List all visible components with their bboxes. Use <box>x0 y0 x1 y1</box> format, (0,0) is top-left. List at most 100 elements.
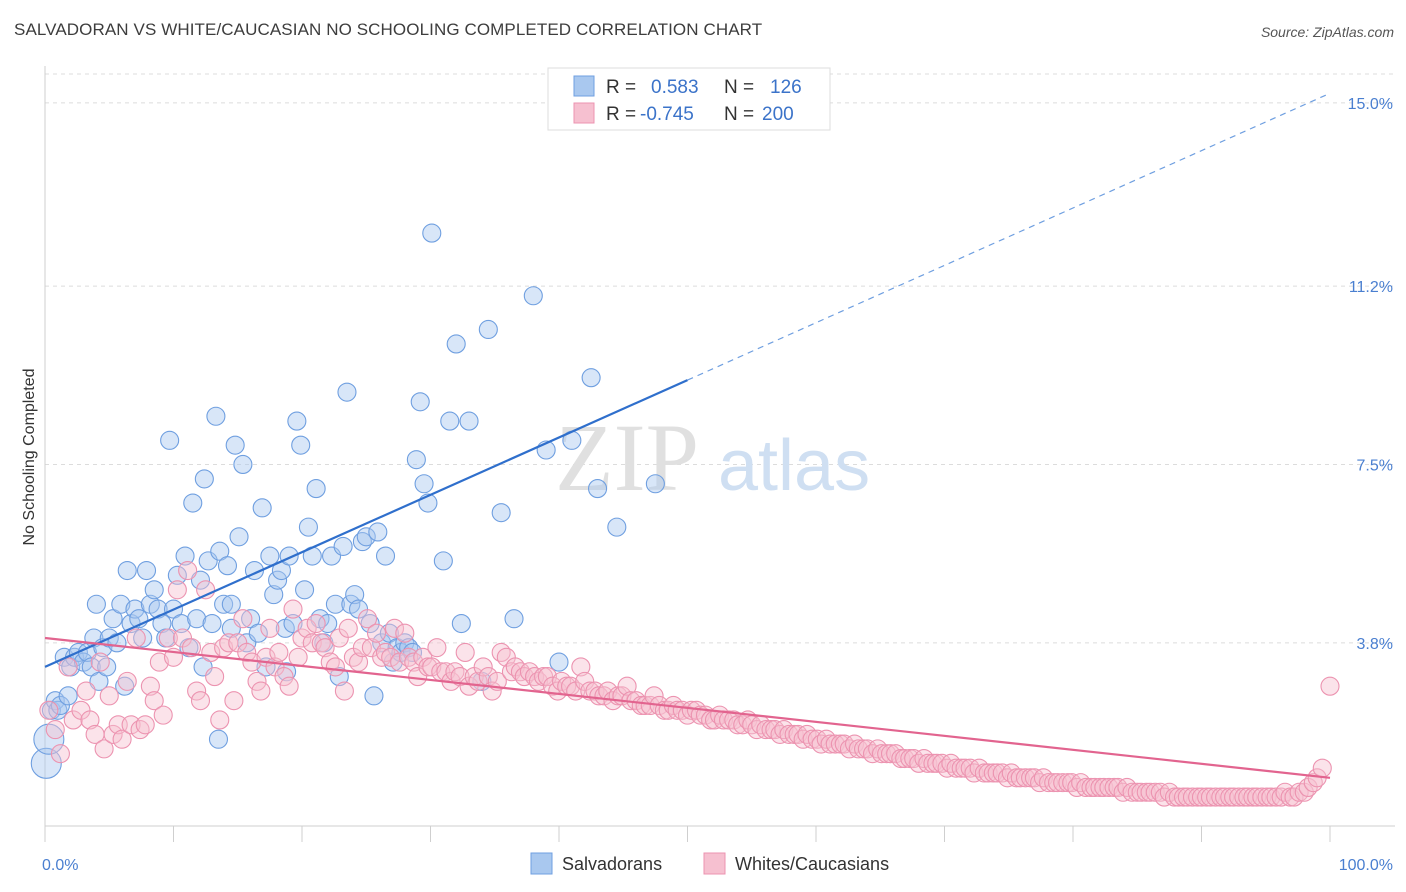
salvadoran-point-105 <box>440 411 460 431</box>
legend-box: R = 0.583 N = 126 R = -0.745 N = 200 <box>547 67 831 131</box>
salvadoran-point-37 <box>167 565 187 585</box>
salvadoran-point-83 <box>345 585 365 605</box>
watermark-zip: ZIP <box>555 404 699 511</box>
legend-r-value-1: 0.583 <box>651 77 699 98</box>
salvadoran-point-88 <box>364 686 384 706</box>
legend-n-value-2: 200 <box>762 104 794 125</box>
white-point-44 <box>251 681 271 701</box>
salvadoran-point-107 <box>451 613 471 634</box>
salvadoran-point-38 <box>171 613 191 634</box>
white-point-58 <box>315 638 335 658</box>
salvadoran-point-41 <box>183 493 203 513</box>
white-point-19 <box>135 715 155 735</box>
white-point-22 <box>149 652 169 672</box>
salvadoran-point-110 <box>478 319 498 340</box>
salvadoran-point-103 <box>422 223 442 243</box>
white-point-38 <box>224 691 244 711</box>
salvadoran-trend-line <box>44 379 688 668</box>
white-point-113 <box>571 657 591 677</box>
white-point-49 <box>274 667 294 687</box>
white-point-50 <box>279 676 299 696</box>
x-tick-label-0: 0.0% <box>42 857 78 874</box>
salvadoran-point-15 <box>86 594 106 614</box>
salvadoran-point-86 <box>356 527 376 547</box>
salvadoran-point-1 <box>33 723 65 755</box>
salvadoran-point-44 <box>194 469 214 489</box>
bottom-legend-label-salvadorans: Salvadorans <box>562 854 662 874</box>
salvadoran-point-104 <box>433 551 453 571</box>
salvadoran-point-47 <box>206 406 226 426</box>
salvadoran-point-89 <box>368 522 388 542</box>
legend-n-label-2: N = <box>724 104 754 125</box>
white-point-17 <box>126 628 146 648</box>
salvadoran-point-54 <box>233 454 253 475</box>
salvadoran-point-120 <box>645 474 665 494</box>
white-point-3 <box>58 657 78 677</box>
salvadoran-point-49 <box>214 594 234 614</box>
y-tick-label-3: 15.0% <box>1348 96 1393 113</box>
salvadoran-point-68 <box>287 411 307 431</box>
white-point-23 <box>153 705 173 725</box>
salvadoran-point-108 <box>459 411 479 431</box>
salvadoran-point-101 <box>414 474 434 494</box>
white-point-16 <box>121 715 141 735</box>
salvadoran-point-100 <box>410 392 430 412</box>
white-point-262 <box>1261 787 1281 807</box>
series-whites-caucasians <box>39 560 1340 807</box>
white-point-73 <box>384 618 405 638</box>
white-point-82 <box>427 638 447 658</box>
legend-swatch-salvadorans <box>573 75 595 97</box>
salvadoran-point-42 <box>187 609 207 629</box>
salvadoran-point-58 <box>248 623 268 643</box>
white-point-10 <box>94 739 114 759</box>
salvadoran-point-115 <box>549 652 569 672</box>
white-point-68 <box>361 638 381 658</box>
white-point-24 <box>158 628 178 648</box>
salvadoran-point-50 <box>217 556 238 576</box>
salvadoran-point-91 <box>375 546 396 566</box>
white-point-190 <box>927 753 947 773</box>
white-point-7 <box>80 710 100 730</box>
salvadoran-point-79 <box>329 667 349 687</box>
white-point-88 <box>455 642 475 663</box>
white-point-67 <box>357 609 378 629</box>
source-credit: Source: ZipAtlas.com <box>1260 24 1394 40</box>
legend-n-value-1: 126 <box>770 77 802 98</box>
legend-r-value-2: -0.745 <box>640 104 694 125</box>
bottom-legend-label-whites: Whites/Caucasians <box>735 854 889 874</box>
white-point-28 <box>178 560 198 581</box>
white-point-114 <box>575 671 595 691</box>
salvadoran-point-59 <box>252 498 272 518</box>
series-salvadorans <box>30 223 665 779</box>
salvadoran-point-70 <box>295 580 315 600</box>
white-point-46 <box>260 618 280 638</box>
salvadoran-point-5 <box>50 695 70 716</box>
salvadoran-point-7 <box>58 686 78 706</box>
tick-labels: 3.8% 7.5% 11.2% 15.0% 0.0% 100.0% <box>42 96 1393 874</box>
white-point-15 <box>117 671 137 691</box>
trend-lines <box>44 92 1331 779</box>
white-point-26 <box>167 580 187 600</box>
salvadoran-point-62 <box>264 585 284 605</box>
salvadoran-point-78 <box>325 594 345 614</box>
white-point-48 <box>269 642 289 663</box>
white-point-62 <box>334 681 354 701</box>
white-point-12 <box>103 724 123 744</box>
white-point-1 <box>45 720 65 740</box>
axes <box>44 66 1395 842</box>
salvadoran-point-28 <box>133 628 153 648</box>
white-point-236 <box>1140 782 1160 802</box>
salvadoran-trend-extension <box>687 92 1331 381</box>
white-point-75 <box>395 623 415 643</box>
salvadoran-point-71 <box>298 517 318 537</box>
y-axis-label: No Schooling Completed <box>21 369 38 546</box>
salvadoran-point-69 <box>291 435 311 455</box>
salvadoran-point-106 <box>446 334 466 354</box>
salvadoran-point-35 <box>160 430 180 450</box>
salvadoran-point-112 <box>504 609 524 629</box>
white-point-167 <box>820 734 840 754</box>
salvadoran-point-67 <box>283 613 303 634</box>
white-point-145 <box>719 710 739 730</box>
salvadoran-point-63 <box>268 570 288 590</box>
